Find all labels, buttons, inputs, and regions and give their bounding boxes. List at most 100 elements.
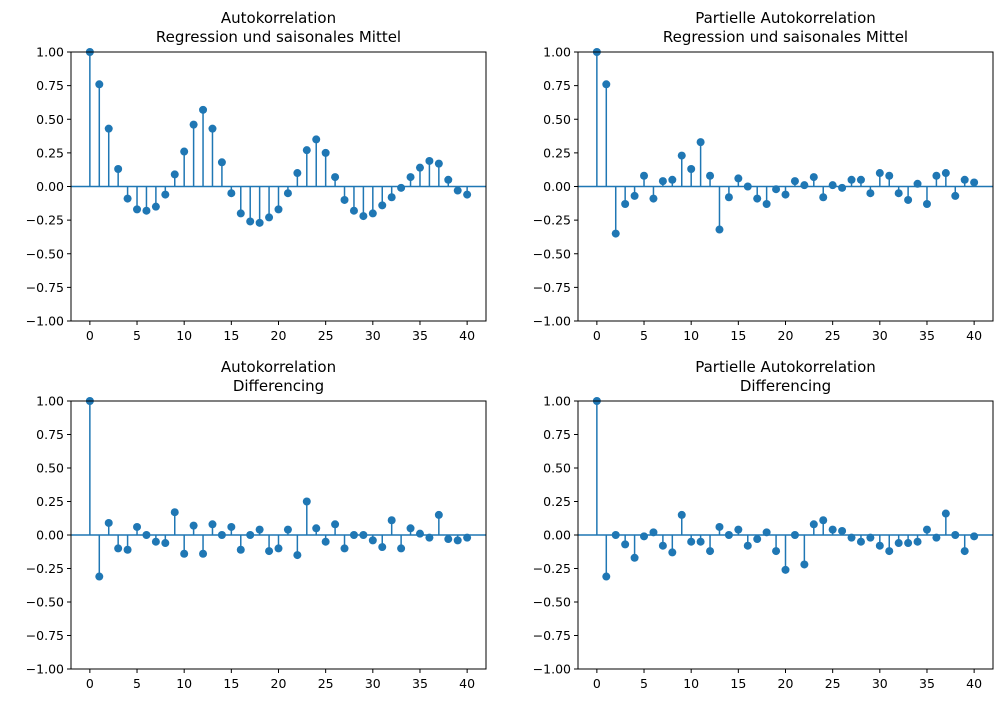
stem-marker: [161, 190, 170, 199]
y-tick-label: 1.00: [36, 394, 64, 409]
stem-marker: [838, 526, 847, 535]
stem-marker: [696, 138, 705, 147]
stem-marker: [406, 173, 415, 182]
stem-marker: [397, 183, 406, 192]
stem-marker: [142, 206, 151, 215]
stem-marker: [236, 209, 245, 218]
stem-marker: [453, 186, 462, 195]
stem-marker: [217, 531, 226, 539]
stem-marker: [715, 522, 724, 531]
stem-marker: [753, 535, 762, 544]
x-tick-label: 20: [271, 328, 287, 343]
y-tick-label: 1.00: [543, 45, 571, 60]
stem-marker: [123, 545, 132, 554]
x-tick-label: 20: [778, 328, 794, 343]
stem-marker: [800, 181, 809, 190]
stem-marker: [960, 547, 969, 556]
y-tick-label: −0.75: [26, 628, 64, 643]
x-tick-label: 5: [133, 676, 141, 691]
stem-marker: [227, 189, 236, 198]
x-tick-label: 30: [365, 676, 381, 691]
stem-marker: [312, 135, 321, 144]
stem-marker: [734, 174, 743, 183]
stem-marker: [378, 543, 387, 552]
y-tick-label: −1.00: [533, 314, 571, 329]
y-tick-label: 0.25: [543, 145, 571, 160]
stem-marker: [602, 80, 611, 89]
stem-marker: [274, 544, 283, 553]
stem-marker: [425, 156, 434, 165]
x-tick-label: 10: [176, 676, 192, 691]
stem-marker: [312, 524, 321, 533]
y-tick-label: −0.75: [533, 280, 571, 295]
stem-marker: [208, 520, 217, 529]
stem-marker: [856, 175, 865, 184]
x-tick-label: 10: [683, 676, 699, 691]
stem-marker: [743, 541, 752, 550]
stem-marker: [340, 544, 349, 553]
stem-marker: [866, 189, 875, 198]
stem-marker: [104, 124, 113, 133]
stem-marker: [463, 190, 472, 199]
y-tick-label: 0.25: [36, 494, 64, 509]
x-tick-label: 15: [730, 676, 746, 691]
x-tick-label: 30: [872, 676, 888, 691]
stem-marker: [236, 545, 245, 554]
stem-marker: [772, 547, 781, 556]
stem-marker: [668, 548, 677, 557]
stem-marker: [321, 537, 330, 546]
stem-marker: [274, 205, 283, 214]
y-tick-label: −0.50: [26, 246, 64, 261]
stem-marker: [349, 531, 358, 539]
stem-marker: [932, 171, 941, 180]
stem-marker: [199, 105, 208, 114]
y-tick-label: −0.25: [533, 561, 571, 576]
stem-marker: [640, 532, 649, 541]
stem-marker: [828, 181, 837, 190]
chart-title-line: Autokorrelation: [221, 358, 336, 376]
stem-marker: [630, 553, 639, 562]
stem-marker: [283, 189, 292, 198]
stem-marker: [425, 533, 434, 542]
stem-marker: [621, 540, 630, 549]
chart-title-line: Regression und saisonales Mittel: [156, 28, 401, 46]
stem-marker: [602, 572, 611, 581]
stem-marker: [885, 171, 894, 180]
stem-marker: [368, 536, 377, 545]
chart-title-line: Differencing: [233, 377, 324, 395]
stem-marker: [189, 521, 198, 530]
stem-marker: [415, 163, 424, 172]
stem-marker: [706, 171, 715, 180]
stem-marker: [95, 572, 104, 581]
stem-marker: [283, 525, 292, 534]
stem-marker: [293, 551, 302, 560]
stem-marker: [941, 509, 950, 518]
stem-marker: [611, 531, 620, 539]
stem-marker: [142, 531, 151, 539]
stem-marker: [208, 124, 217, 133]
x-tick-label: 25: [825, 676, 841, 691]
stem-marker: [696, 537, 705, 546]
x-tick-label: 35: [919, 676, 935, 691]
stem-marker: [331, 173, 340, 182]
stem-marker: [621, 199, 630, 208]
stem-marker: [838, 183, 847, 192]
stem-marker: [781, 565, 790, 574]
y-tick-label: 0.50: [36, 461, 64, 476]
stem-marker: [790, 177, 799, 186]
stem-marker: [302, 497, 311, 506]
stem-marker: [970, 178, 979, 187]
stem-marker: [255, 525, 264, 534]
x-tick-label: 15: [730, 328, 746, 343]
x-tick-label: 0: [86, 328, 94, 343]
x-tick-label: 35: [412, 328, 428, 343]
x-tick-label: 0: [86, 676, 94, 691]
stem-marker: [658, 177, 667, 186]
stem-marker: [170, 170, 179, 179]
y-tick-label: 0.75: [36, 427, 64, 442]
stem-marker: [809, 173, 818, 182]
stem-marker: [444, 175, 453, 184]
chart-title-line: Autokorrelation: [221, 9, 336, 27]
stem-marker: [133, 205, 142, 214]
